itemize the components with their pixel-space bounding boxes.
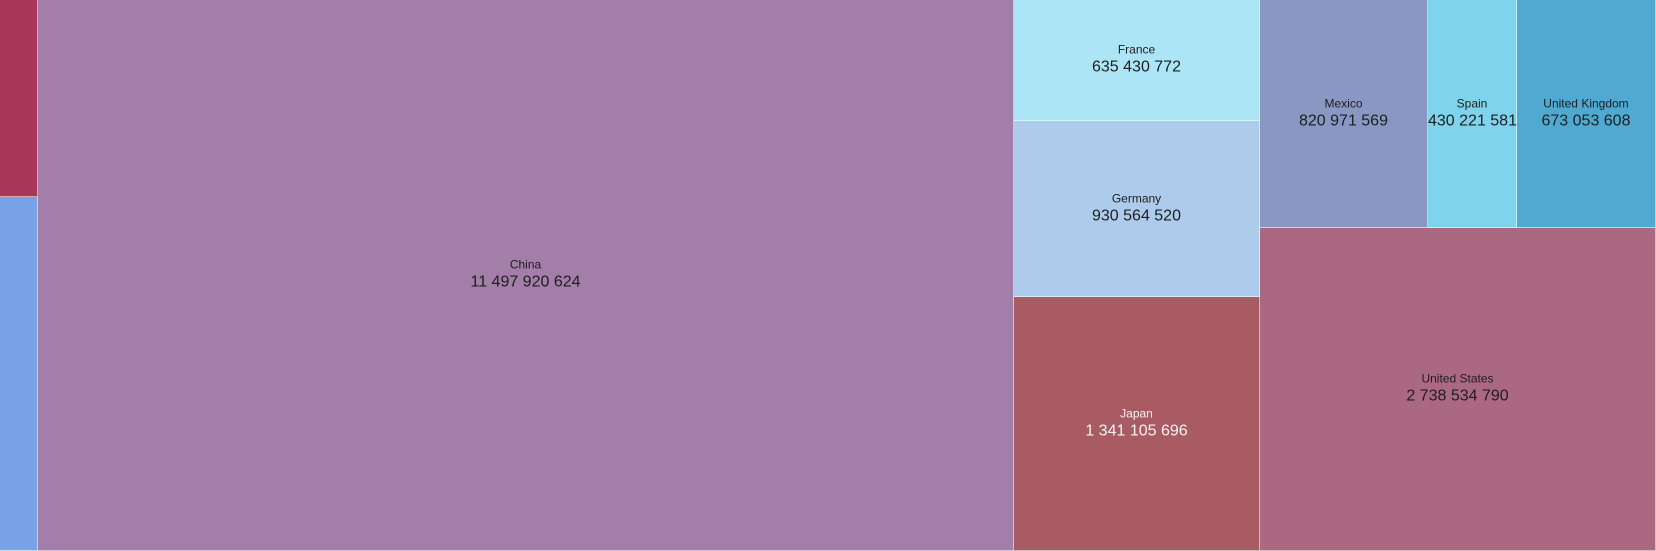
treemap-tile-united-states: United States 2 738 534 790 [1260,228,1656,551]
tile-label: France 635 430 772 [1014,43,1259,78]
tile-value-label: 635 430 772 [1092,58,1181,76]
treemap-tile-spain: Spain 430 221 581 [1428,0,1517,228]
treemap-tile-mexico: Mexico 820 971 569 [1260,0,1428,228]
tile-name-label: United States [1421,371,1494,386]
tile-label: China 11 497 920 624 [38,258,1013,293]
tile-label: Germany 930 564 520 [1014,191,1259,226]
tile-name-label: France [1117,42,1156,57]
treemap-tile-japan: Japan 1 341 105 696 [1014,297,1260,551]
tile-name-label: China [509,257,542,272]
treemap-tile-united-kingdom: United Kingdom 673 053 608 [1517,0,1656,228]
tile-label: United Kingdom 673 053 608 [1517,96,1655,131]
tile-label: Mexico 820 971 569 [1260,96,1427,131]
treemap-tile-china: China 11 497 920 624 [38,0,1014,551]
tile-name-label: Spain [1456,96,1488,110]
treemap-tile-unlabeled-0 [0,0,38,197]
tile-value-label: 1 341 105 696 [1085,422,1188,439]
tile-name-label: United Kingdom [1543,96,1629,110]
tile-value-label: 930 564 520 [1092,207,1181,224]
treemap-tile-germany: Germany 930 564 520 [1014,121,1260,297]
tile-value-label: 11 497 920 624 [470,273,581,291]
treemap-tile-france: France 635 430 772 [1014,0,1260,121]
tile-value-label: 820 971 569 [1299,112,1388,129]
tile-value-label: 430 221 581 [1428,112,1517,129]
tile-name-label: Germany [1111,191,1162,205]
tile-label: Spain 430 221 581 [1428,96,1517,131]
tile-label: United States 2 738 534 790 [1260,372,1655,407]
tile-value-label: 2 738 534 790 [1406,387,1509,405]
tile-value-label: 673 053 608 [1541,112,1631,129]
treemap-tile-unlabeled-1 [0,197,38,551]
tile-name-label: Mexico [1324,96,1363,110]
tile-name-label: Japan [1120,406,1153,420]
tile-label: Japan 1 341 105 696 [1014,406,1259,441]
